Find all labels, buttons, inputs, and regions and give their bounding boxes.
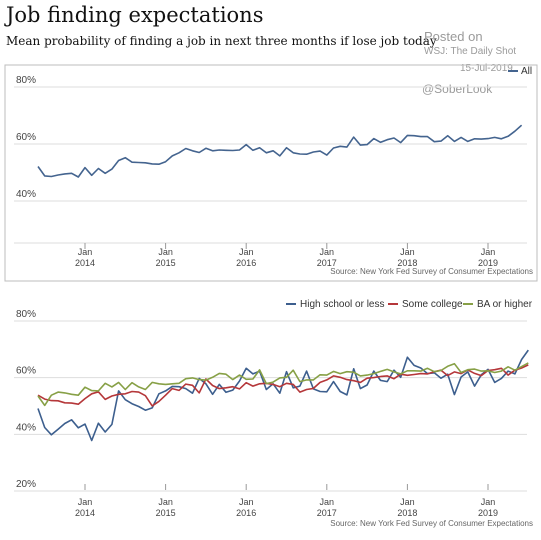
source-note: Source: New York Fed Survey of Consumer … bbox=[330, 519, 533, 528]
legend-label-all: All bbox=[521, 66, 532, 77]
x-tick-year-label: 2016 bbox=[236, 508, 256, 518]
x-tick-year-label: 2018 bbox=[397, 508, 417, 518]
y-tick-label: 80% bbox=[16, 309, 36, 320]
y-tick-label: 40% bbox=[16, 189, 36, 200]
source-note: Source: New York Fed Survey of Consumer … bbox=[330, 267, 533, 276]
x-tick-year-label: 2015 bbox=[156, 508, 176, 518]
watermark-handle: @SoberLook bbox=[422, 82, 493, 96]
chart-subtitle: Mean probability of finding a job in nex… bbox=[6, 34, 437, 48]
legend-label-high-school-or-less: High school or less bbox=[300, 299, 384, 310]
x-tick-month-label: Jan bbox=[78, 247, 93, 257]
y-tick-label: 60% bbox=[16, 366, 36, 377]
series-line-some-college bbox=[37, 364, 529, 407]
x-tick-year-label: 2017 bbox=[317, 508, 337, 518]
x-tick-year-label: 2014 bbox=[75, 508, 95, 518]
chart-frame-1 bbox=[4, 64, 538, 282]
watermark-source: WSJ: The Daily Shot bbox=[424, 46, 517, 57]
x-tick-month-label: Jan bbox=[158, 247, 173, 257]
series-line-all bbox=[37, 124, 523, 178]
y-tick-label: 20% bbox=[16, 479, 36, 490]
x-tick-year-label: 2014 bbox=[75, 258, 95, 268]
x-tick-year-label: 2019 bbox=[478, 258, 498, 268]
x-tick-month-label: Jan bbox=[239, 497, 254, 507]
x-tick-month-label: Jan bbox=[320, 247, 335, 257]
y-tick-label: 40% bbox=[16, 422, 36, 433]
x-tick-month-label: Jan bbox=[481, 497, 496, 507]
x-tick-month-label: Jan bbox=[400, 247, 415, 257]
y-tick-label: 80% bbox=[16, 75, 36, 86]
legend-label-some-college: Some college bbox=[402, 299, 463, 310]
chart-title: Job finding expectations bbox=[6, 3, 264, 27]
watermark-posted: Posted on bbox=[424, 29, 483, 44]
x-tick-year-label: 2019 bbox=[478, 508, 498, 518]
x-tick-year-label: 2015 bbox=[156, 258, 176, 268]
y-tick-label: 60% bbox=[16, 132, 36, 143]
watermark-date: 15-Jul-2019 bbox=[460, 63, 513, 74]
x-tick-year-label: 2016 bbox=[236, 258, 256, 268]
x-tick-month-label: Jan bbox=[158, 497, 173, 507]
legend-label-ba-or-higher: BA or higher bbox=[477, 299, 533, 310]
x-tick-month-label: Jan bbox=[78, 497, 93, 507]
x-tick-month-label: Jan bbox=[320, 497, 335, 507]
x-tick-month-label: Jan bbox=[481, 247, 496, 257]
x-tick-year-label: 2018 bbox=[397, 258, 417, 268]
series-line-ba-or-higher bbox=[37, 362, 529, 407]
x-tick-month-label: Jan bbox=[400, 497, 415, 507]
x-tick-year-label: 2017 bbox=[317, 258, 337, 268]
x-tick-month-label: Jan bbox=[239, 247, 254, 257]
